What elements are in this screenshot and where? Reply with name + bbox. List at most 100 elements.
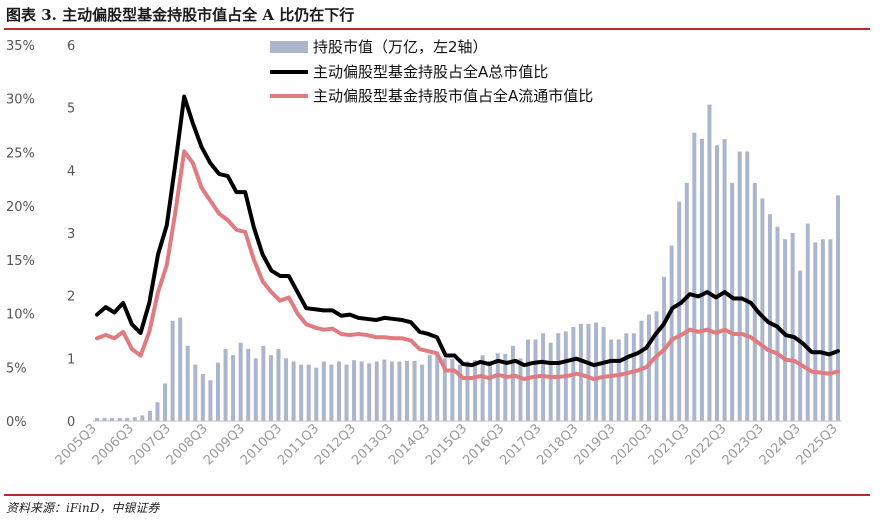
holdings-bar — [737, 151, 742, 421]
holdings-bar — [140, 415, 145, 421]
holdings-bar — [329, 364, 334, 421]
holdings-bar — [601, 327, 606, 421]
holdings-bar — [284, 358, 289, 421]
holdings-bar — [442, 358, 447, 421]
holdings-bar — [805, 223, 810, 421]
holdings-bar — [586, 323, 591, 421]
x-axis-ticks: 2005Q32006Q32007Q32008Q32009Q32010Q32011… — [53, 421, 841, 468]
holdings-bar — [344, 364, 349, 421]
holdings-bar — [215, 362, 220, 421]
holdings-bar — [707, 104, 712, 421]
line-total-share — [95, 94, 840, 368]
holdings-bar — [631, 333, 636, 421]
holdings-bar — [767, 214, 772, 421]
title-rule — [4, 28, 870, 30]
line-series-group — [95, 94, 840, 382]
holdings-bar — [95, 417, 99, 421]
holdings-bar — [465, 361, 470, 421]
holdings-bar — [314, 367, 319, 421]
holdings-bar — [473, 360, 478, 421]
holdings-bar — [548, 342, 553, 421]
pct-axis-tick: 0% — [6, 415, 27, 430]
holdings-bar — [813, 242, 818, 421]
holdings-bar — [699, 139, 704, 421]
pct-axis-tick: 25% — [6, 146, 35, 161]
holdings-bar — [450, 358, 455, 421]
holdings-bar — [223, 348, 228, 421]
holdings-bar — [110, 417, 115, 421]
holdings-bar — [261, 345, 266, 421]
holdings-bar — [420, 364, 425, 421]
pct-axis-tick: 15% — [6, 254, 35, 269]
source-rule — [4, 494, 870, 496]
holdings-bar — [155, 402, 160, 421]
holdings-bar — [299, 364, 304, 421]
holdings-bar — [397, 361, 402, 421]
holdings-bar — [692, 132, 697, 421]
pct-axis-tick: 10% — [6, 308, 35, 323]
holdings-bar — [518, 358, 523, 421]
holdings-bar — [352, 360, 357, 421]
holdings-bar — [163, 383, 168, 421]
holdings-bar — [722, 139, 727, 421]
holdings-bar — [480, 355, 485, 421]
holdings-bar — [495, 353, 500, 421]
holdings-bar — [533, 339, 538, 421]
holdings-bar — [752, 182, 757, 421]
left-axis-ticks: 0 1 2 3 4 5 6 — [67, 39, 75, 430]
holdings-bar — [208, 380, 213, 421]
holdings-bar — [828, 239, 833, 421]
holdings-bar — [609, 339, 614, 421]
holdings-bar — [132, 417, 137, 421]
holdings-bar — [336, 361, 341, 421]
legend-swatch-bar — [270, 41, 308, 53]
pct-axis-tick: 30% — [6, 93, 35, 108]
holdings-bar — [359, 361, 364, 421]
x-axis-tick: 2025Q3 — [794, 421, 841, 468]
legend: 持股市值（万亿，左2轴） 主动偏股型基金持股占全A总市值比 主动偏股型基金持股市… — [270, 38, 593, 105]
value-axis-tick: 5 — [67, 102, 75, 117]
holdings-bar — [525, 339, 530, 421]
value-axis-tick: 4 — [67, 164, 75, 179]
holdings-bar — [624, 333, 629, 421]
holdings-bar — [677, 201, 682, 421]
holdings-bar — [760, 198, 765, 421]
holdings-bar — [616, 339, 621, 421]
holdings-bar — [200, 374, 205, 421]
holdings-bar — [457, 364, 462, 421]
holdings-bar — [147, 410, 152, 421]
holdings-bar — [503, 353, 508, 421]
holdings-bar — [102, 417, 107, 421]
holdings-bar — [178, 317, 183, 421]
holdings-bar — [578, 323, 583, 421]
value-axis-tick: 3 — [67, 227, 75, 242]
holdings-bar — [291, 361, 296, 421]
value-axis-tick: 1 — [67, 352, 75, 367]
right-axis-ticks: 0% 5% 10% 15% 20% 25% 30% 35% — [6, 39, 35, 430]
value-axis-tick: 2 — [67, 290, 75, 305]
holdings-bar — [306, 364, 311, 421]
source-note: 资料来源：iFinD，中银证券 — [6, 501, 160, 515]
pct-axis-tick: 5% — [6, 361, 27, 376]
holdings-bar — [412, 360, 417, 421]
holdings-bar — [684, 182, 689, 421]
holdings-bar — [836, 195, 840, 421]
holdings-bar — [170, 320, 175, 421]
holdings-bar — [783, 239, 788, 421]
line-float-share — [95, 149, 840, 382]
value-axis-tick: 0 — [67, 415, 75, 430]
holdings-bar — [367, 363, 372, 421]
legend-label-total: 主动偏股型基金持股占全A总市值比 — [313, 63, 548, 81]
figure-title: 图表 3. 主动偏股型基金持股市值占全 A 比仍在下行 — [6, 6, 355, 24]
holdings-bar — [510, 345, 515, 421]
holdings-bar — [669, 245, 674, 421]
holdings-bar — [646, 314, 651, 421]
holdings-bar — [389, 361, 394, 421]
holdings-bar — [246, 348, 251, 421]
holdings-bar — [193, 364, 198, 421]
holdings-bar — [382, 359, 387, 421]
holdings-bar — [790, 233, 795, 421]
holdings-bar — [321, 361, 326, 421]
holdings-bar — [798, 270, 803, 421]
holdings-bar — [715, 145, 720, 421]
